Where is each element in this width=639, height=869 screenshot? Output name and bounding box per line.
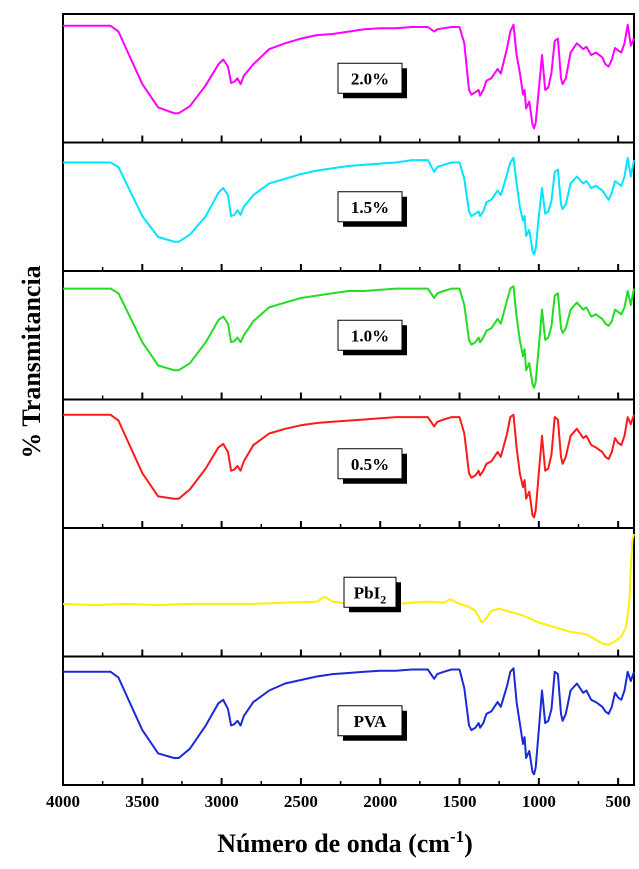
series-line-2.0%: [63, 23, 635, 130]
panel-label-subscript: 2: [380, 592, 386, 606]
panel-label-1.0%: 1.0%: [351, 326, 389, 345]
y-axis-title: % Transmitancia: [17, 265, 46, 458]
series-line-0.5%: [63, 413, 635, 519]
panel-label-0.5%: 0.5%: [351, 455, 389, 474]
x-tick-label: 1500: [443, 792, 477, 811]
x-axis-title: Número de onda (cm-1): [217, 827, 473, 858]
panel-label-main: 2.0%: [351, 69, 389, 88]
panel-label-main: 1.0%: [351, 326, 389, 345]
panels-group: 2.0% 1.5% 1.0% 0.5% PbI2 PVA: [62, 13, 635, 786]
panel-label-box: [337, 448, 403, 480]
x-axis-title-sup: -1: [450, 827, 464, 846]
panel-PVA: PVA: [62, 655, 635, 786]
panel-label-box: [343, 576, 397, 608]
x-tick-label: 3500: [125, 792, 159, 811]
x-tick-labels: 4000 3500 3000 2500 2000 1500 1000 500: [46, 792, 631, 811]
panel-label-box: [337, 191, 403, 223]
panel-label-main: PVA: [354, 712, 387, 731]
panel-1.0%: 1.0%: [62, 270, 635, 401]
x-tick-label: 2500: [284, 792, 318, 811]
panel-label-box: [337, 319, 403, 351]
x-axis-title-main: Número de onda (cm: [217, 829, 450, 858]
x-axis-title-close: ): [464, 829, 473, 858]
panel-label-PbI2: PbI2: [354, 583, 386, 606]
panel-label-box: [337, 62, 403, 94]
panel-label-1.5%: 1.5%: [351, 198, 389, 217]
panel-label-main: 0.5%: [351, 455, 389, 474]
x-tick-label: 3000: [205, 792, 239, 811]
series-line-PVA: [63, 667, 635, 776]
panel-0.5%: 0.5%: [62, 398, 635, 529]
series-line-PbI2: [62, 533, 635, 646]
series-line-1.0%: [63, 285, 635, 389]
panel-1.5%: 1.5%: [62, 141, 635, 272]
x-tick-label: 4000: [46, 792, 80, 811]
x-tick-label: 2000: [363, 792, 397, 811]
series-line-1.5%: [63, 156, 635, 256]
x-tick-label: 500: [605, 792, 631, 811]
panel-label-2.0%: 2.0%: [351, 69, 389, 88]
panel-label-main: 1.5%: [351, 198, 389, 217]
panel-label-main: PbI: [354, 583, 381, 602]
x-tick-label: 1000: [522, 792, 556, 811]
panel-label-PVA: PVA: [354, 712, 387, 731]
panel-PbI2: PbI2: [62, 527, 635, 658]
panel-label-box: [337, 705, 403, 737]
panel-2.0%: 2.0%: [62, 13, 635, 144]
